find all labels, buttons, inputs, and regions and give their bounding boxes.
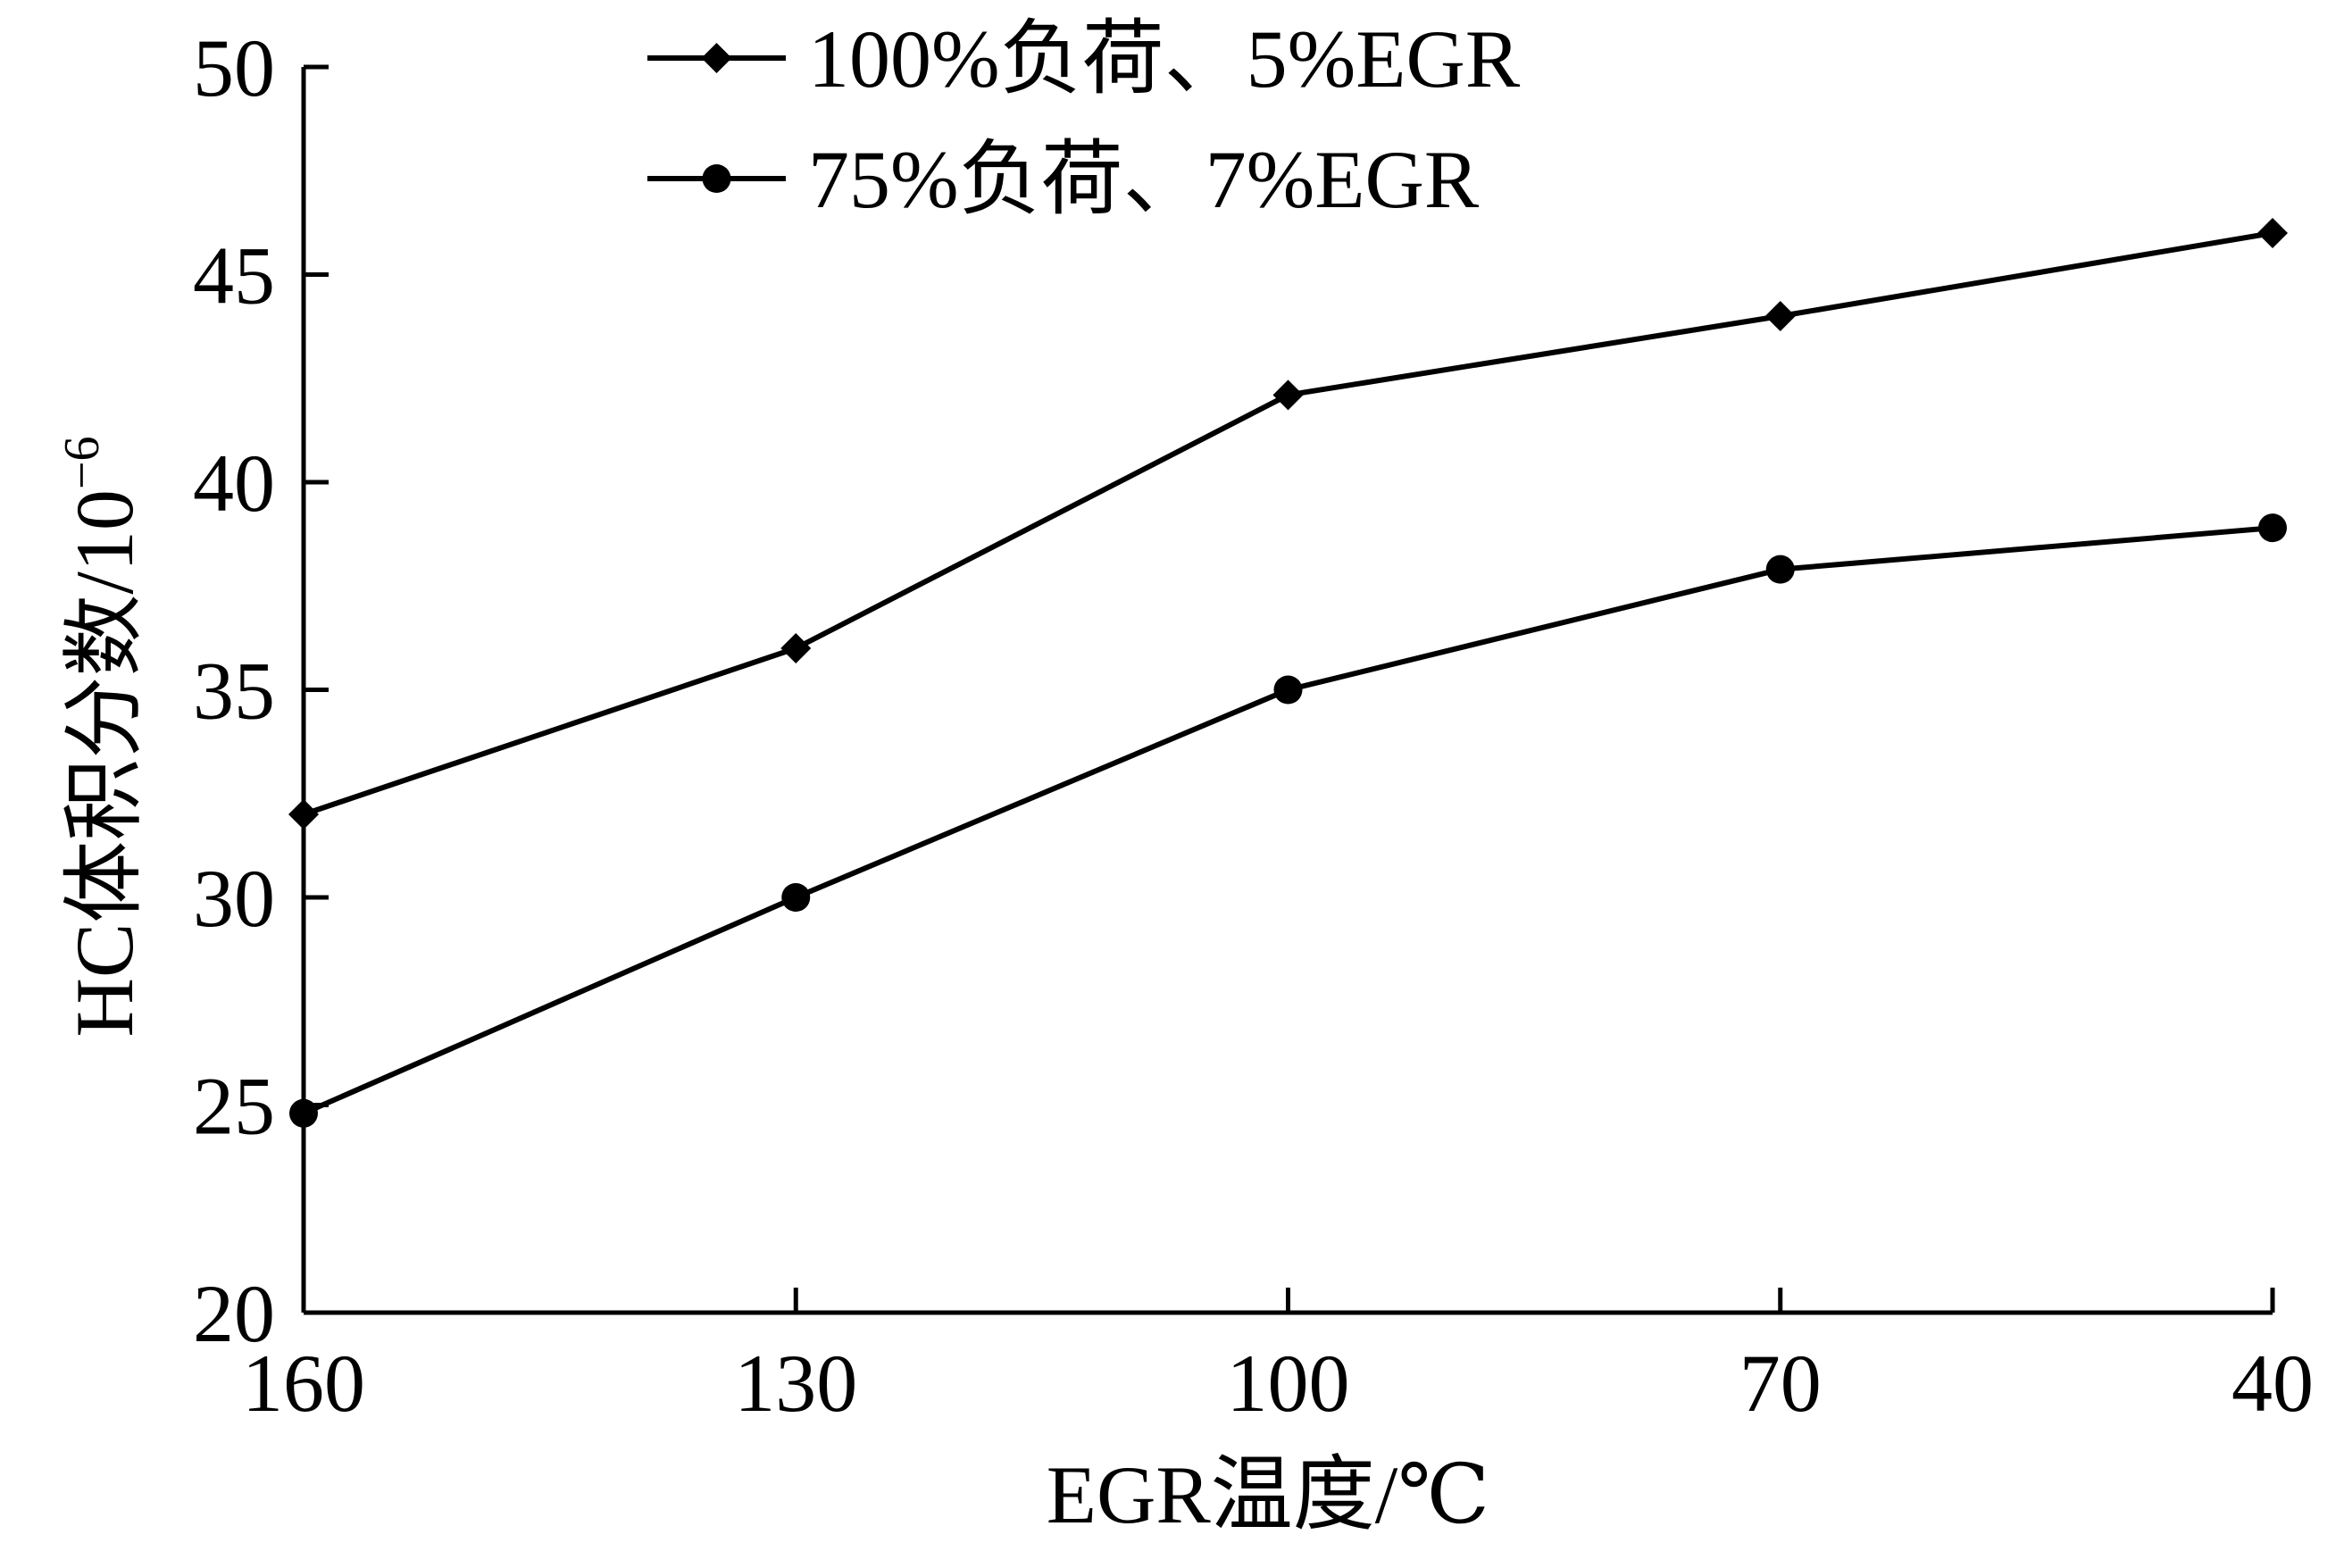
- y-axis-label: HC体积分数/10−6: [54, 437, 150, 1038]
- series-1-line: [303, 230, 2273, 817]
- legend-marker: [702, 164, 731, 193]
- data-point: [1273, 675, 1303, 705]
- y-axis-label-main: HC体积分数/10: [59, 489, 150, 1037]
- axis-labels: EGR温度/℃ HC体积分数/10−6: [54, 437, 1489, 1540]
- x-tick-label: 160: [242, 1338, 365, 1429]
- data-point: [1765, 555, 1795, 584]
- series-1: [288, 218, 2288, 830]
- y-tick-label: 40: [193, 438, 275, 529]
- legend-item-2: 75%负荷、7%EGR: [647, 134, 1480, 225]
- data-point: [781, 883, 811, 912]
- data-point: [2258, 513, 2287, 543]
- x-tick-label: 130: [734, 1338, 857, 1429]
- legend: 100%负荷、5%EGR 75%负荷、7%EGR: [647, 13, 1521, 225]
- series-2: [289, 513, 2287, 1128]
- x-tick-label: 100: [1227, 1338, 1350, 1429]
- legend-label: 75%负荷、7%EGR: [808, 134, 1480, 225]
- y-tick-label: 30: [193, 853, 275, 944]
- data-point: [2257, 218, 2288, 248]
- x-axis-label: EGR温度/℃: [1047, 1449, 1489, 1540]
- legend-item-1: 100%负荷、5%EGR: [647, 13, 1521, 104]
- data-point: [780, 633, 812, 663]
- axes: 20 25 30 35 40 45 50 160 130 100 70 40: [193, 22, 2314, 1429]
- y-tick-label: 50: [193, 22, 275, 113]
- series-2-line: [302, 525, 2273, 1116]
- y-tick-label: 45: [193, 230, 275, 321]
- data-point: [1272, 379, 1304, 411]
- data-point: [1764, 301, 1796, 331]
- x-tick-label: 40: [2231, 1338, 2314, 1429]
- legend-label: 100%负荷、5%EGR: [808, 13, 1521, 104]
- data-point: [288, 799, 319, 830]
- legend-marker: [701, 43, 732, 73]
- y-tick-label: 20: [193, 1268, 275, 1359]
- data-point: [289, 1098, 318, 1128]
- series-layer: [288, 218, 2288, 1128]
- y-tick-label: 25: [193, 1061, 275, 1152]
- y-axis-label-exponent: −6: [54, 437, 110, 490]
- y-tick-label: 35: [193, 646, 275, 737]
- x-tick-label: 70: [1739, 1338, 1822, 1429]
